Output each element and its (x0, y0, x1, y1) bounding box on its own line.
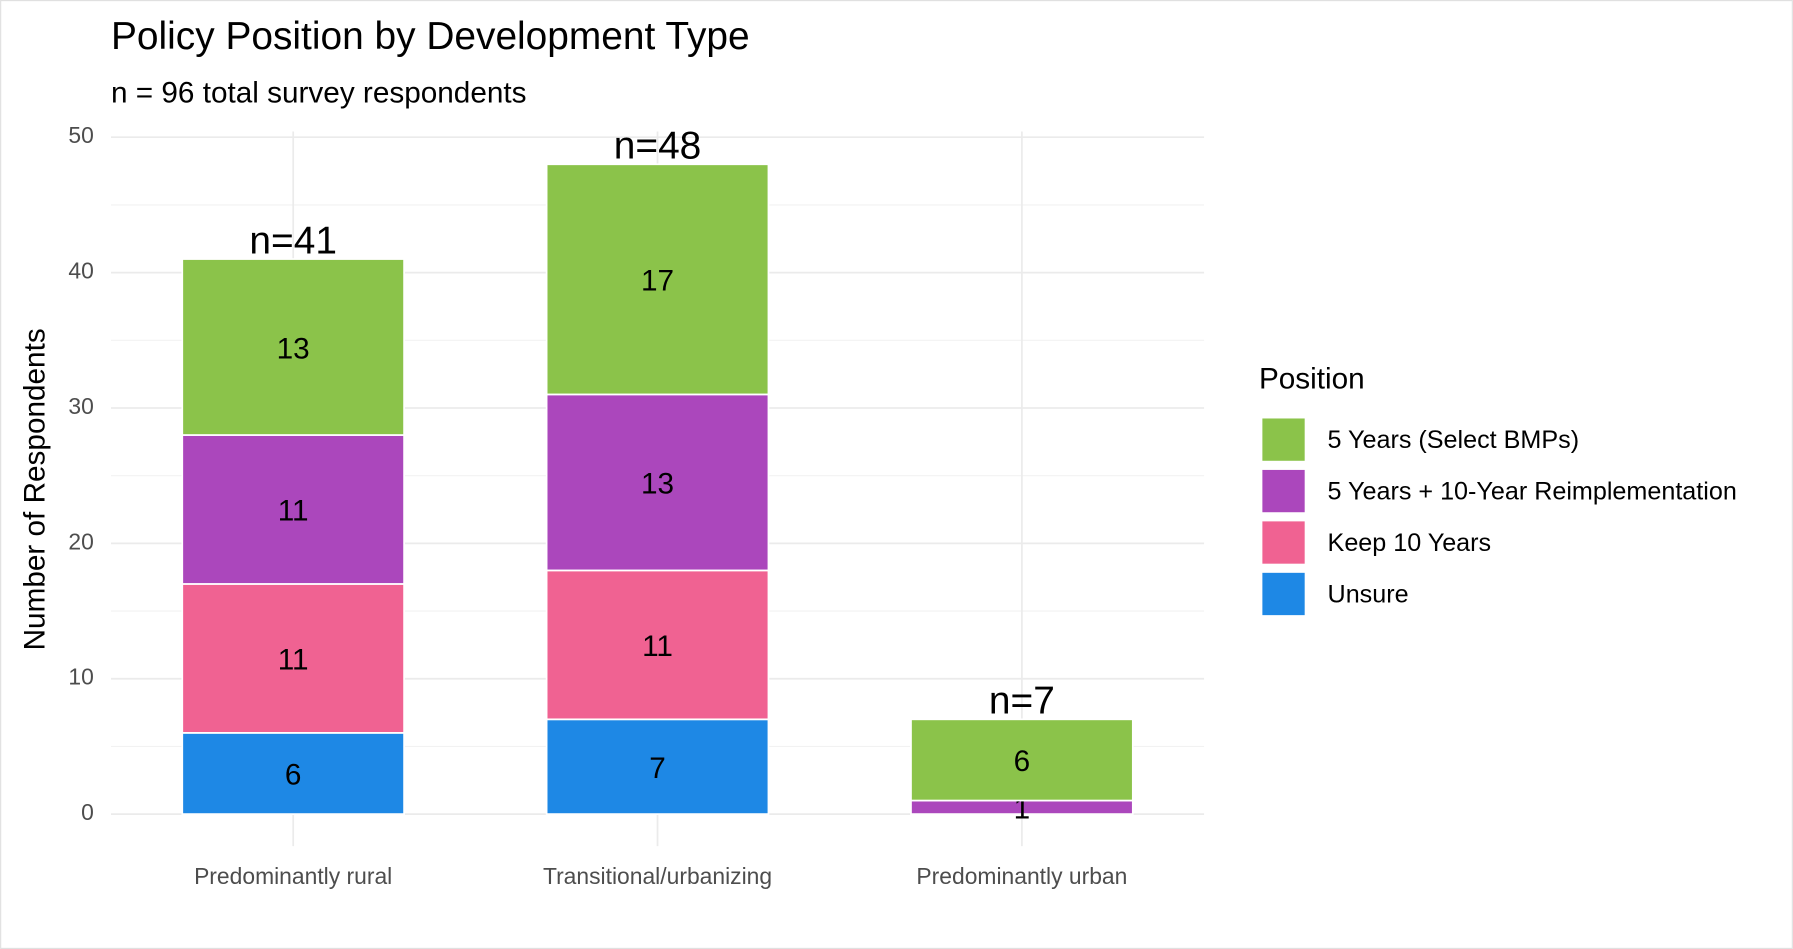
total-label: n=48 (614, 125, 702, 168)
bar-segment (181, 434, 405, 585)
y-tick-label: 10 (68, 664, 93, 690)
segment-label: 11 (642, 630, 673, 663)
bar-segment (545, 393, 770, 572)
legend-label: Keep 10 Years (1328, 529, 1492, 557)
bar-segment (545, 163, 770, 396)
chart-subtitle: n = 96 total survey respondents (111, 77, 527, 110)
bar-segment (181, 731, 405, 815)
bar-segment (545, 569, 770, 721)
segment-label: 13 (277, 332, 310, 365)
y-tick-label: 30 (68, 393, 93, 419)
bar-segment (910, 718, 1134, 802)
bar-segment (181, 583, 405, 734)
y-tick-label: 20 (68, 528, 93, 554)
bar-segment (545, 718, 770, 815)
segment-label: 7 (649, 752, 666, 785)
legend-label: Unsure (1328, 580, 1409, 608)
x-tick-label: Transitional/urbanizing (543, 863, 772, 889)
y-tick-label: 0 (81, 799, 94, 825)
legend-label: 5 Years + 10-Year Reimplementation (1328, 477, 1737, 505)
x-tick-label: Predominantly urban (916, 863, 1127, 889)
segment-label: 6 (285, 759, 302, 792)
segment-label: 11 (278, 495, 309, 528)
legend-swatch (1262, 572, 1305, 616)
y-tick-label: 50 (68, 122, 93, 148)
total-label: n=41 (249, 219, 337, 262)
total-label: n=7 (989, 680, 1055, 723)
legend-title: Position (1259, 363, 1365, 396)
segment-label: 6 (1014, 745, 1031, 778)
segment-label: 11 (278, 644, 309, 677)
segment-label: 17 (641, 265, 674, 298)
y-tick-label: 40 (68, 258, 93, 284)
legend-swatch (1262, 469, 1305, 513)
y-axis-label: Number of Respondents (19, 328, 52, 650)
chart-title: Policy Position by Development Type (111, 15, 750, 58)
segment-label: 13 (641, 468, 674, 501)
legend-swatch (1262, 521, 1305, 564)
bar-segment (181, 258, 405, 436)
x-tick-label: Predominantly rural (194, 863, 392, 889)
legend-label: 5 Years (Select BMPs) (1328, 426, 1580, 454)
legend-swatch (1262, 418, 1305, 461)
